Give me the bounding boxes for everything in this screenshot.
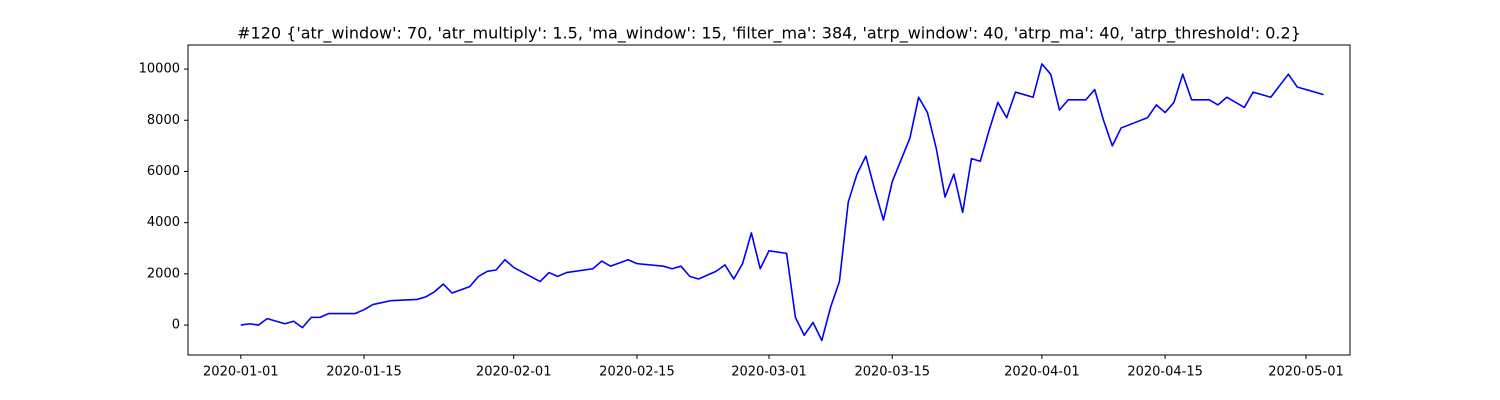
x-tick-label: 2020-03-01 [731,365,807,380]
chart-title: #120 {'atr_window': 70, 'atr_multiply': … [237,24,1301,44]
y-tick-label: 10000 [139,62,180,77]
y-tick-label: 4000 [147,215,180,230]
x-tick-label: 2020-01-15 [326,365,402,380]
y-tick-label: 0 [172,318,180,333]
line-series [240,63,1324,342]
x-tick-label: 2020-03-15 [854,365,930,380]
x-tick-label: 2020-02-15 [599,365,675,380]
x-tick-label: 2020-02-01 [476,365,552,380]
x-tick-label: 2020-05-01 [1268,365,1344,380]
y-tick-label: 6000 [147,164,180,179]
y-tick-label: 8000 [147,113,180,128]
x-tick-label: 2020-01-01 [203,365,279,380]
y-tick-label: 2000 [147,266,180,281]
x-tick-label: 2020-04-01 [1004,365,1080,380]
x-tick-label: 2020-04-15 [1127,365,1203,380]
